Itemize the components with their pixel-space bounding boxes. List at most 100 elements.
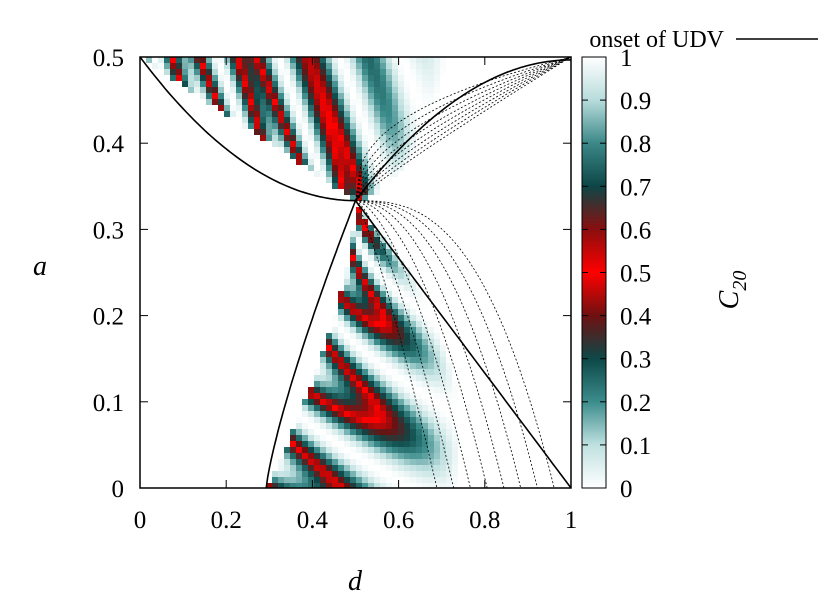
heat-cell: [308, 465, 314, 471]
heat-cell: [320, 159, 326, 165]
heat-cell: [242, 63, 248, 69]
heat-cell: [260, 111, 266, 117]
heat-cell: [392, 405, 398, 411]
heat-cell: [374, 75, 380, 81]
heat-cell: [470, 69, 476, 75]
heat-cell: [338, 429, 344, 435]
heat-cell: [224, 57, 230, 63]
heat-cell: [362, 405, 368, 411]
heat-cell: [440, 267, 446, 273]
heat-cell: [278, 465, 284, 471]
heat-cell: [488, 129, 494, 135]
heat-cell: [380, 249, 386, 255]
x-tick-label: 0.6: [383, 507, 414, 534]
heat-cell: [224, 75, 230, 81]
heat-cell: [386, 327, 392, 333]
heat-cell: [404, 81, 410, 87]
heat-cell: [380, 345, 386, 351]
heat-cell: [350, 177, 356, 183]
heat-cell: [422, 405, 428, 411]
heat-cell: [398, 117, 404, 123]
heat-cell: [500, 363, 506, 369]
heat-cell: [404, 321, 410, 327]
heat-cell: [452, 399, 458, 405]
heat-cell: [248, 69, 254, 75]
heat-cell: [374, 483, 380, 488]
heat-cell: [332, 483, 338, 488]
heat-cell: [260, 135, 266, 141]
heat-cell: [434, 429, 440, 435]
heat-cell: [410, 165, 416, 171]
heat-cell: [266, 483, 272, 488]
heat-cell: [344, 327, 350, 333]
heat-cell: [446, 75, 452, 81]
heat-cell: [374, 93, 380, 99]
heat-cell: [392, 291, 398, 297]
heat-cell: [464, 417, 470, 423]
heat-cell: [278, 87, 284, 93]
heat-cell: [446, 333, 452, 339]
heat-cell: [440, 141, 446, 147]
heat-cell: [392, 303, 398, 309]
heat-cell: [440, 345, 446, 351]
heat-cell: [458, 111, 464, 117]
heat-cell: [446, 399, 452, 405]
heat-cell: [314, 93, 320, 99]
heat-cell: [188, 69, 194, 75]
heat-cell: [542, 423, 548, 429]
heat-cell: [284, 105, 290, 111]
heat-cell: [440, 447, 446, 453]
x-tick-label: 0.4: [297, 507, 329, 534]
heat-cell: [446, 309, 452, 315]
heat-cell: [404, 135, 410, 141]
heat-cell: [392, 399, 398, 405]
heat-cell: [398, 333, 404, 339]
heat-cell: [446, 363, 452, 369]
heat-cell: [374, 237, 380, 243]
heat-cell: [506, 447, 512, 453]
heat-cell: [500, 381, 506, 387]
heat-cell: [362, 411, 368, 417]
heat-cell: [338, 171, 344, 177]
heat-cell: [398, 429, 404, 435]
heat-cell: [434, 387, 440, 393]
heat-cell: [350, 129, 356, 135]
heat-cell: [530, 417, 536, 423]
heat-cell: [332, 327, 338, 333]
heat-cell: [350, 195, 356, 201]
heat-cell: [374, 429, 380, 435]
heat-cell: [266, 75, 272, 81]
heat-cell: [356, 345, 362, 351]
heat-cell: [284, 141, 290, 147]
heat-cell: [458, 483, 464, 488]
heat-cell: [452, 447, 458, 453]
heat-cell: [416, 135, 422, 141]
heat-cell: [422, 339, 428, 345]
heat-cell: [296, 459, 302, 465]
heat-cell: [356, 93, 362, 99]
heat-cell: [356, 279, 362, 285]
heat-cell: [440, 369, 446, 375]
heat-cell: [404, 255, 410, 261]
heat-cell: [284, 117, 290, 123]
heat-cell: [410, 411, 416, 417]
heat-cell: [380, 291, 386, 297]
heat-cell: [356, 405, 362, 411]
heat-cell: [482, 135, 488, 141]
heat-cell: [476, 405, 482, 411]
heat-cell: [482, 351, 488, 357]
heat-cell: [290, 105, 296, 111]
heat-cell: [446, 339, 452, 345]
heat-cell: [482, 345, 488, 351]
heat-cell: [332, 345, 338, 351]
heat-cell: [518, 459, 524, 465]
heat-cell: [320, 147, 326, 153]
heat-cell: [320, 477, 326, 483]
heat-cell: [422, 303, 428, 309]
heat-cell: [518, 351, 524, 357]
heat-cell: [350, 387, 356, 393]
heat-cell: [416, 387, 422, 393]
heat-cell: [356, 87, 362, 93]
heat-cell: [446, 459, 452, 465]
heat-cell: [524, 405, 530, 411]
